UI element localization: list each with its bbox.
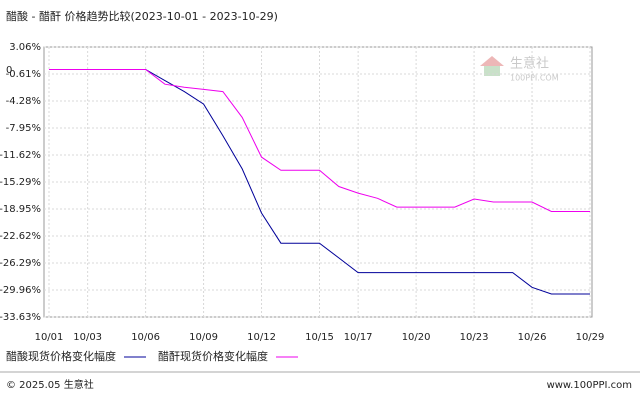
x-tick-label: 10/26 [518, 332, 547, 343]
watermark-logo [484, 66, 500, 76]
x-tick-label: 10/29 [576, 332, 605, 343]
y-tick-label: -0.61% [6, 69, 41, 80]
y-tick-label: -4.28% [6, 96, 41, 107]
y-tick-label: 3.06% [9, 42, 41, 53]
legend-label: 醋酸现货价格变化幅度 [6, 349, 116, 363]
x-tick-label: 10/09 [189, 332, 218, 343]
watermark: 生意社 100PPI.COM [480, 56, 559, 83]
x-tick-label: 10/12 [247, 332, 276, 343]
x-tick-label: 10/20 [402, 332, 431, 343]
series-line [49, 69, 590, 212]
legend-label: 醋酐现货价格变化幅度 [158, 349, 268, 363]
y-tick-label: -15.29% [0, 177, 41, 188]
x-tick-label: 10/23 [460, 332, 489, 343]
footer-site: www.100PPI.com [547, 380, 632, 391]
x-tick-label: 10/17 [344, 332, 373, 343]
y-tick-label: -33.63% [0, 312, 41, 323]
y-tick-label: -7.95% [6, 123, 41, 134]
footer-copyright: © 2025.05 生意社 [6, 378, 94, 391]
chart-title: 醋酸 - 醋酐 价格趋势比较(2023-10-01 - 2023-10-29) [6, 9, 278, 23]
zero-label: 0 [6, 65, 12, 76]
watermark-logo [480, 56, 504, 66]
y-tick-label: -26.29% [0, 258, 41, 269]
x-tick-label: 10/15 [305, 332, 334, 343]
y-tick-label: -22.62% [0, 231, 41, 242]
watermark-text: 100PPI.COM [510, 74, 559, 83]
x-tick-label: 10/03 [73, 332, 102, 343]
y-tick-label: -18.95% [0, 204, 41, 215]
x-tick-label: 10/06 [131, 332, 160, 343]
x-tick-label: 10/01 [35, 332, 64, 343]
watermark-text: 生意社 [510, 56, 549, 72]
y-tick-label: -29.96% [0, 285, 41, 296]
y-tick-label: -11.62% [0, 150, 41, 161]
